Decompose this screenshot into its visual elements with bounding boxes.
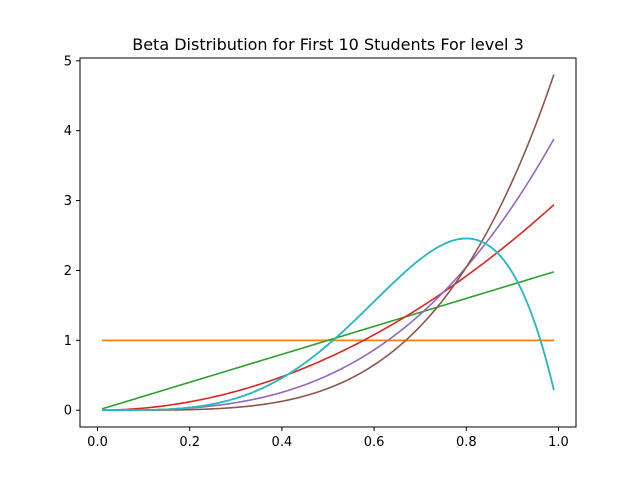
y-tick-label: 2 <box>64 264 72 279</box>
y-tick-label: 0 <box>64 404 72 419</box>
series-line-6 <box>102 74 555 412</box>
series-line-4 <box>102 204 555 412</box>
series-line-3 <box>101 271 555 410</box>
y-tick-label: 4 <box>64 124 72 139</box>
series-layer <box>101 74 555 412</box>
x-axis-ticks: 0.0 0.2 0.4 0.6 0.8 1.0 <box>87 427 569 450</box>
x-tick-label: 1.0 <box>548 435 569 450</box>
y-axis-ticks: 0 1 2 3 4 5 <box>64 54 80 419</box>
x-tick-label: 0.8 <box>456 435 477 450</box>
x-tick-label: 0.6 <box>364 435 385 450</box>
x-tick-label: 0.2 <box>179 435 200 450</box>
y-tick-label: 3 <box>64 194 72 209</box>
y-tick-label: 1 <box>64 334 72 349</box>
chart-title: Beta Distribution for First 10 Students … <box>132 35 524 54</box>
x-tick-label: 0.0 <box>87 435 108 450</box>
plot-area <box>80 58 576 427</box>
series-line-10 <box>102 237 555 412</box>
x-tick-label: 0.4 <box>272 435 293 450</box>
plot-frame <box>79 57 577 428</box>
y-tick-label: 5 <box>64 54 72 69</box>
